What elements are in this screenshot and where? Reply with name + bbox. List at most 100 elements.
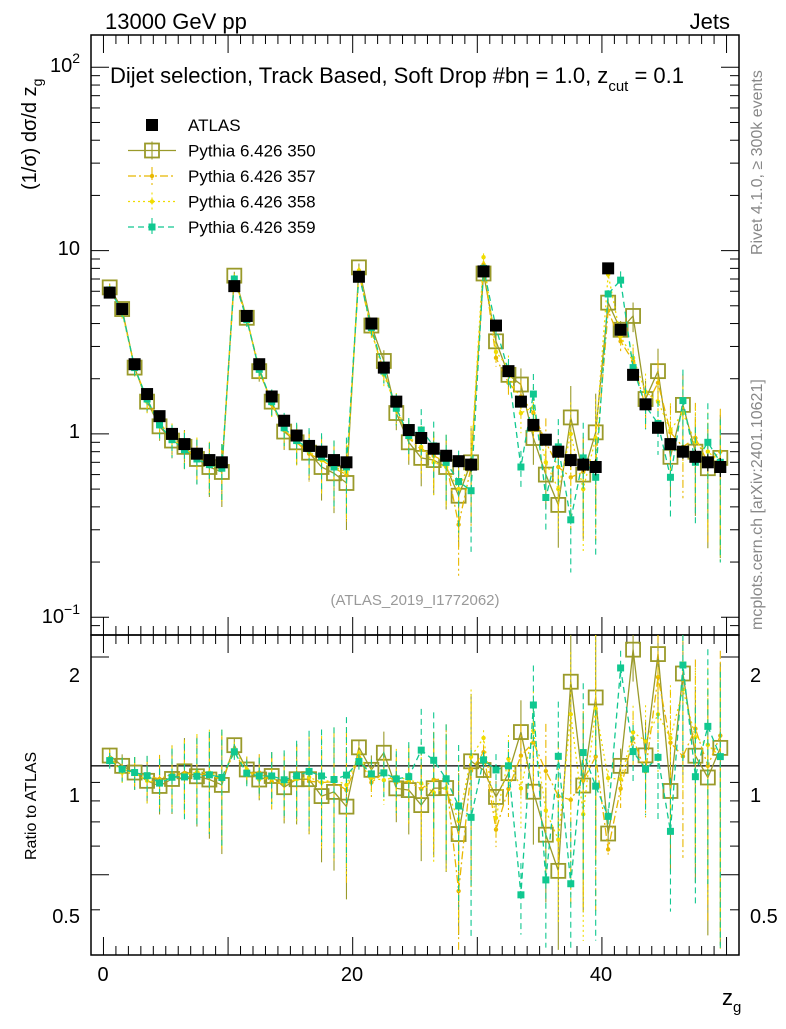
chart-title-main: Dijet selection, Track Based, Soft Drop … — [110, 63, 608, 88]
y-axis-title-sub: g — [29, 79, 45, 87]
chart-title: Dijet selection, Track Based, Soft Drop … — [110, 63, 684, 95]
data-point — [604, 290, 612, 298]
data-point — [614, 323, 627, 336]
data-point — [228, 280, 241, 293]
ratio-point — [380, 769, 388, 777]
data-point — [440, 449, 453, 462]
data-point — [278, 414, 291, 427]
series-line — [109, 267, 721, 508]
data-point — [340, 456, 353, 469]
ratio-point — [568, 712, 573, 717]
data-point — [577, 458, 590, 471]
legend-label: Pythia 6.426 350 — [188, 142, 316, 161]
series-layer — [101, 253, 729, 950]
ratio-point — [218, 773, 226, 781]
ratio-point — [518, 786, 524, 791]
ratio-point — [542, 876, 550, 884]
ratio-tick-label-1-right: 1 — [750, 785, 761, 807]
ratio-tick-label-2-right: 2 — [750, 665, 761, 687]
ratio-point — [480, 756, 488, 764]
ratio-point — [600, 825, 617, 842]
data-point — [652, 421, 664, 434]
x-tick-label-0: 0 — [97, 964, 108, 986]
data-point — [116, 303, 129, 316]
ratio-point — [506, 756, 511, 762]
ratio-point — [280, 776, 288, 784]
ratio-point — [344, 782, 349, 788]
data-point — [455, 478, 463, 486]
ratio-point — [693, 735, 698, 740]
ratio-line — [109, 649, 721, 872]
ratio-point — [306, 775, 312, 780]
ratio-axis-ticks — [91, 656, 739, 911]
ratio-point — [243, 769, 251, 777]
data-point — [543, 460, 549, 465]
data-point — [529, 390, 537, 398]
data-point — [514, 395, 527, 408]
data-point — [365, 317, 378, 330]
ratio-point — [493, 815, 499, 821]
ratio-point — [654, 753, 662, 761]
data-point — [390, 395, 403, 408]
data-point — [568, 475, 573, 480]
data-point — [392, 404, 400, 412]
ratio-point — [131, 769, 139, 777]
legend-label: Pythia 6.426 359 — [188, 218, 316, 237]
data-point — [377, 361, 390, 374]
y-axis-title-main: (1/σ) dσ/d z — [19, 86, 41, 190]
data-point — [564, 454, 577, 467]
data-point — [230, 275, 238, 283]
data-point — [215, 456, 228, 469]
data-point — [328, 454, 340, 467]
data-point — [190, 447, 203, 460]
data-point — [676, 445, 689, 458]
series-line — [109, 268, 721, 520]
ratio-point — [230, 748, 238, 756]
ratio-point — [442, 775, 450, 783]
data-point — [567, 516, 575, 524]
ratio-point — [691, 773, 699, 781]
ratio-tick-labels: 2 1 0.5 2 1 0.5 — [52, 665, 778, 928]
ratio-point — [568, 797, 573, 803]
y-tick-label-100: 102 — [50, 50, 80, 77]
ratio-point — [392, 775, 400, 783]
header-right: Jets — [690, 9, 730, 34]
data-point — [664, 438, 677, 451]
ratio-point — [330, 776, 338, 784]
data-point — [704, 438, 712, 446]
ratio-point — [556, 837, 561, 842]
data-point — [467, 487, 475, 495]
x-axis-title: zg — [722, 985, 741, 1016]
data-point — [280, 424, 288, 432]
data-point — [552, 445, 565, 458]
ratio-point — [643, 738, 648, 744]
data-point — [240, 309, 253, 322]
ratio-point — [550, 862, 567, 879]
legend-marker — [144, 142, 160, 159]
data-point — [602, 262, 615, 275]
ratio-line — [109, 664, 721, 895]
chart-title-sub: cut — [608, 78, 629, 95]
data-point — [303, 439, 316, 452]
ratio-point — [604, 812, 612, 820]
ratio-point — [554, 752, 562, 760]
data-point — [419, 444, 424, 450]
legend-label: Pythia 6.426 357 — [188, 167, 316, 186]
ratio-point — [630, 730, 636, 735]
ratio-point — [467, 813, 475, 821]
ratio-point — [381, 777, 387, 783]
mcplots-label: mcplots.cern.ch [arXiv:2401.10621] — [749, 379, 766, 630]
x-axis-title-sub: g — [733, 999, 741, 1016]
ratio-point — [592, 782, 600, 790]
ratio-point — [504, 762, 512, 770]
data-point — [517, 463, 525, 471]
ratio-point — [367, 770, 375, 778]
ratio-point — [342, 771, 350, 779]
ratio-point — [118, 765, 126, 773]
ratio-point — [268, 772, 276, 780]
ratio-point — [642, 765, 650, 773]
legend-label: Pythia 6.426 358 — [188, 193, 316, 212]
data-point — [714, 460, 727, 473]
ratio-point — [180, 773, 188, 781]
data-point — [402, 424, 415, 437]
